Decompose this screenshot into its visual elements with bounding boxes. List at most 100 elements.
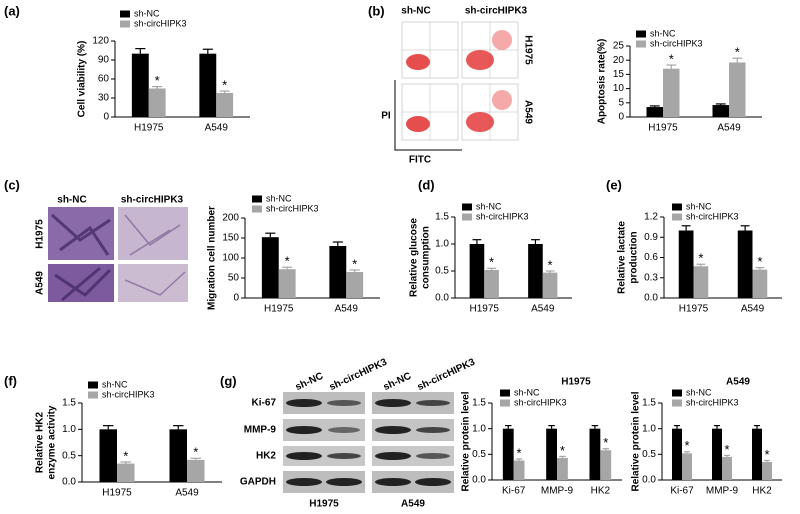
row-label: A549 (522, 100, 533, 124)
y-tick-label: 0.6 (644, 252, 658, 263)
y-tick-label: 1.5 (62, 398, 76, 409)
legend-swatch (120, 10, 130, 18)
significance-mark: * (517, 445, 522, 460)
x-tick-label: H1975 (102, 488, 132, 499)
flow-plots (394, 21, 519, 151)
bar (693, 266, 709, 298)
legend-label: sh-circHIPK3 (686, 397, 739, 407)
legend-label: sh-circHIPK3 (134, 18, 187, 28)
panel-label: (d) (418, 177, 435, 192)
bar (216, 92, 234, 117)
bar (752, 428, 762, 480)
legend-swatch (672, 203, 682, 211)
y-tick-label: 25 (613, 41, 625, 52)
chart-title: H1975 (561, 377, 591, 388)
y-tick-label: 5 (618, 97, 624, 108)
bar (329, 246, 347, 298)
bar (762, 462, 772, 480)
legend-label: sh-circHIPK3 (266, 203, 319, 213)
bar (187, 459, 205, 482)
x-tick-label: Ki-67 (502, 486, 526, 497)
x-tick-label: A549 (717, 123, 741, 134)
x-tick-label: Ki-67 (670, 486, 694, 497)
bar (722, 456, 732, 480)
bar (99, 429, 117, 482)
lane-label: sh-NC (382, 371, 413, 393)
bar (117, 463, 135, 482)
y-tick-label: 15 (613, 69, 625, 80)
bar (528, 244, 543, 298)
legend-label: sh-circHIPK3 (102, 389, 155, 399)
x-tick-label: A549 (205, 123, 229, 134)
y-axis-label: Cell viability (%) (77, 41, 88, 118)
y-tick-label: 90 (98, 55, 110, 66)
protein-label: Ki-67 (252, 398, 277, 409)
protein-label: HK2 (256, 451, 276, 462)
protein-label: MMP-9 (244, 425, 277, 436)
legend-swatch (500, 389, 510, 397)
y-axis-label: Relative lactate (617, 221, 628, 294)
significance-mark: * (222, 77, 227, 92)
y-tick-label: 1.2 (644, 212, 658, 223)
legend-swatch (636, 30, 646, 38)
column-label: sh-NC (401, 6, 430, 17)
legend-label: sh-NC (686, 201, 712, 211)
significance-mark: * (764, 447, 769, 462)
axis-label: PI (381, 111, 391, 122)
cell-line-label: H1975 (309, 499, 339, 510)
legend-label: sh-NC (266, 193, 292, 203)
significance-mark: * (603, 435, 608, 450)
x-tick-label: HK2 (591, 486, 611, 497)
x-tick-label: MMP-9 (706, 486, 739, 497)
lane-label: sh-circHIPK3 (328, 357, 389, 393)
panel-label: (f) (4, 373, 17, 388)
bar (148, 88, 166, 117)
row-label: H1975 (35, 219, 46, 249)
bar (646, 107, 663, 117)
lane-label: sh-NC (294, 371, 325, 393)
y-tick-label: 30 (98, 93, 110, 104)
y-tick-label: 0.3 (644, 272, 658, 283)
y-tick-label: 0.9 (644, 232, 658, 243)
bar (546, 428, 557, 480)
significance-mark: * (193, 445, 198, 460)
y-tick-label: 1.0 (472, 423, 486, 434)
bar (278, 269, 296, 298)
y-tick-label: 0.0 (642, 475, 656, 486)
bar (737, 230, 753, 298)
significance-mark: * (489, 255, 494, 270)
y-axis-label: consumption (421, 226, 432, 289)
y-tick-label: 10 (613, 83, 625, 94)
bar (502, 428, 514, 480)
y-tick-label: 60 (98, 74, 110, 85)
significance-mark: * (560, 443, 565, 458)
y-tick-label: 0.5 (62, 450, 76, 461)
y-axis-label: Relative HK2 (35, 411, 46, 473)
y-axis-label: Apoptosis rate(%) (597, 39, 608, 125)
x-tick-label: H1975 (648, 123, 678, 134)
legend-label: sh-NC (686, 387, 712, 397)
bar (663, 68, 680, 117)
significance-mark: * (698, 251, 703, 266)
y-tick-label: 50 (228, 273, 240, 284)
y-tick-label: 0 (233, 293, 239, 304)
bar (712, 428, 722, 480)
legend-swatch (672, 213, 682, 221)
panel-label: (a) (4, 3, 20, 18)
y-tick-label: 1.0 (62, 424, 76, 435)
y-tick-label: 1.5 (472, 398, 486, 409)
significance-mark: * (123, 448, 128, 463)
y-axis-label: enzyme activity (47, 405, 58, 479)
x-tick-label: H1975 (264, 304, 294, 315)
significance-mark: * (155, 73, 160, 88)
y-tick-label: 1.0 (435, 239, 449, 250)
y-tick-label: 1.5 (435, 212, 449, 223)
y-tick-label: 1.5 (642, 398, 656, 409)
legend-label: sh-NC (476, 201, 502, 211)
x-tick-label: A549 (175, 488, 199, 499)
y-tick-label: 0.0 (644, 293, 658, 304)
bar (513, 460, 525, 480)
cell-line-label: A549 (401, 499, 425, 510)
legend-swatch (88, 381, 98, 389)
